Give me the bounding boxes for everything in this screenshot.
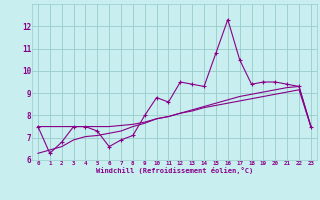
X-axis label: Windchill (Refroidissement éolien,°C): Windchill (Refroidissement éolien,°C) [96, 167, 253, 174]
